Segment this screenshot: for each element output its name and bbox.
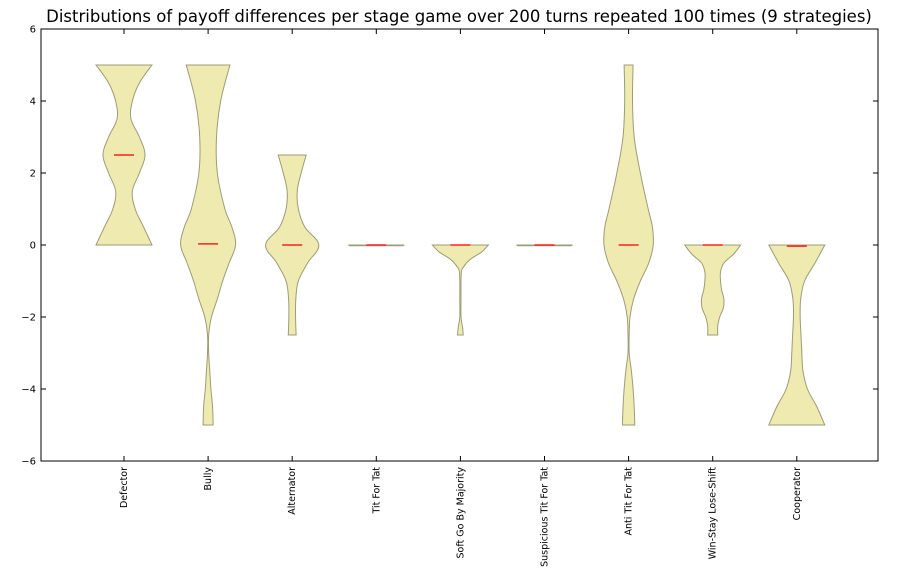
violin-soft-go-by-majority: [431, 244, 490, 336]
x-tick-label-suspicious-tit-for-tat: Suspicious Tit For Tat: [540, 467, 551, 567]
y-tick-label: 0: [30, 241, 36, 252]
y-tick-label: 4: [30, 97, 36, 108]
x-tick-label-win-stay-lose-shift: Win-Stay Lose-Shift: [708, 467, 719, 560]
y-tick-label: −6: [21, 457, 36, 468]
y-tick-label: 2: [30, 169, 36, 180]
x-tick-label-cooperator: Cooperator: [792, 467, 803, 520]
violin-win-stay-lose-shift: [683, 244, 742, 336]
x-tick-label-bully: Bully: [203, 467, 214, 491]
x-axis: Defector Bully Alternator Tit For Tat Soft G…: [119, 29, 803, 567]
violin-bully: [180, 64, 237, 426]
x-tick-label-defector: Defector: [119, 467, 130, 508]
medians-group: [114, 154, 807, 247]
x-tick-label-alternator: Alternator: [287, 467, 298, 515]
x-tick-label-soft-go-by-majority: Soft Go By Majority: [455, 467, 466, 559]
y-tick-label: 6: [30, 25, 36, 36]
y-axis: −6 −4 −2 0 2 4 6: [21, 25, 878, 468]
y-tick-label: −4: [21, 385, 36, 396]
x-tick-label-tit-for-tat: Tit For Tat: [371, 467, 382, 515]
x-tick-label-anti-tit-for-tat: Anti Tit For Tat: [624, 467, 635, 536]
violin-cooperator: [767, 244, 826, 426]
y-tick-label: −2: [21, 313, 36, 324]
chart-title: Distributions of payoff differences per …: [46, 7, 872, 26]
